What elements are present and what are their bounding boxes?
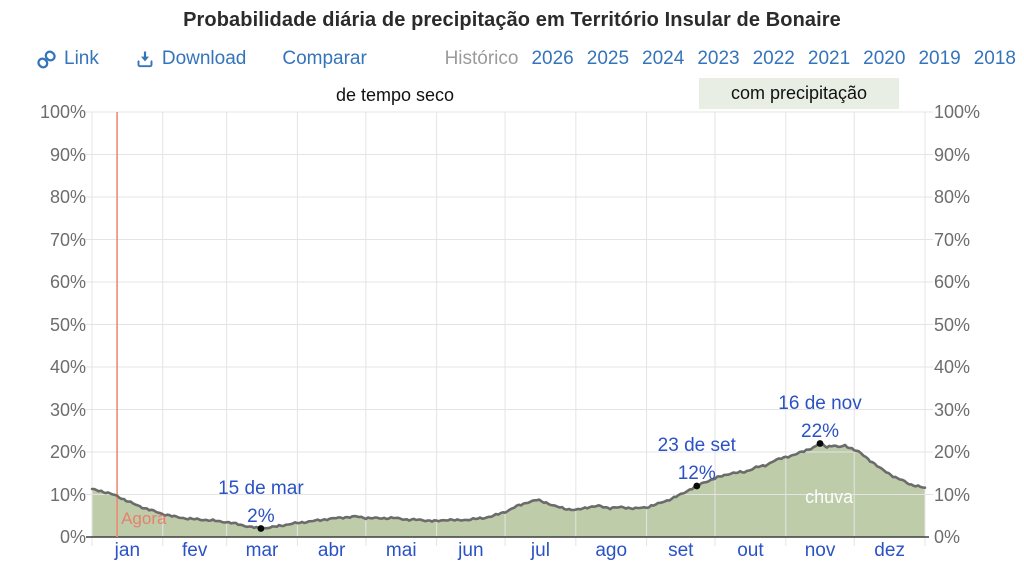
month-label-jun: jun	[458, 540, 484, 561]
y-tick-label-right: 20%	[934, 442, 971, 462]
month-label-out: out	[737, 540, 764, 561]
y-tick-label-right: 90%	[934, 144, 971, 165]
y-tick-label-left: 70%	[49, 229, 86, 250]
rain-area-label: chuva	[805, 486, 854, 507]
y-tick-label-right: 0%	[934, 527, 961, 547]
link-button-label: Link	[64, 48, 99, 69]
wet-season-label: com precipitação	[730, 83, 868, 103]
y-tick-label-right: 50%	[934, 314, 971, 335]
year-link-2024[interactable]: 2024	[642, 48, 685, 69]
area-fill	[92, 443, 925, 537]
download-button-label: Download	[161, 48, 247, 69]
annotation-value: 22%	[801, 420, 840, 442]
year-link-2019[interactable]: 2019	[918, 48, 961, 69]
download-button[interactable]: Download	[135, 48, 247, 70]
precipitation-curve	[90, 442, 927, 531]
annotation-date: 23 de set	[657, 435, 736, 456]
y-tick-label-left: 90%	[49, 144, 86, 165]
y-tick-label-left: 80%	[49, 187, 86, 207]
comparar-button-label: Comparar	[282, 48, 367, 69]
month-label-dez: dez	[874, 540, 905, 561]
month-label-jul: jul	[530, 540, 550, 561]
annotation-label: 15 de mar 2%	[218, 475, 304, 531]
annotation-label: 16 de nov 22%	[778, 390, 861, 446]
y-tick-label-right: 40%	[934, 357, 971, 377]
annotation-date: 15 de mar	[218, 477, 304, 499]
y-tick-label-left: 30%	[49, 399, 86, 420]
year-link-2018[interactable]: 2018	[973, 48, 1016, 69]
y-tick-label-right: 10%	[934, 484, 971, 505]
y-tick-label-left: 60%	[49, 272, 86, 292]
year-link-2020[interactable]: 2020	[863, 48, 906, 69]
toolbar: Link Download Comparar Histórico 2026 202…	[36, 46, 1016, 72]
y-tick-label-left: 10%	[49, 484, 86, 505]
annotation-dot	[693, 482, 701, 490]
gridlines	[84, 111, 933, 546]
download-icon	[135, 49, 155, 69]
wet-season-band: com precipitação	[699, 78, 899, 109]
comparar-button[interactable]: Comparar	[282, 48, 366, 70]
y-tick-label-right: 80%	[934, 187, 971, 207]
link-button[interactable]: Link	[36, 48, 99, 70]
y-tick-label-left: 100%	[39, 102, 86, 122]
month-label-jan: jan	[114, 540, 141, 561]
annotation-dot	[257, 525, 265, 532]
y-tick-label-left: 0%	[59, 527, 86, 547]
y-tick-label-right: 60%	[934, 272, 971, 292]
year-link-2023[interactable]: 2023	[697, 48, 740, 69]
year-link-2021[interactable]: 2021	[807, 48, 851, 69]
page-title: Probabilidade diária de precipitação em …	[183, 9, 841, 31]
year-link-2022[interactable]: 2022	[752, 48, 795, 69]
y-tick-label-left: 50%	[49, 314, 86, 335]
y-tick-label-right: 70%	[934, 229, 971, 250]
annotation-label: 23 de set 12%	[658, 432, 736, 488]
month-label-set: set	[668, 540, 694, 561]
annotation-value: 12%	[677, 463, 716, 484]
year-link-2026[interactable]: 2026	[531, 48, 574, 69]
month-label-nov: nov	[804, 540, 836, 561]
month-label-ago: ago	[595, 540, 628, 561]
year-link-2025[interactable]: 2025	[586, 48, 630, 69]
historico-label: Histórico	[444, 48, 519, 69]
dry-season-label: de tempo seco	[335, 85, 455, 105]
y-tick-label-left: 40%	[49, 357, 86, 377]
y-tick-label-left: 20%	[49, 442, 86, 462]
month-label-fev: fev	[182, 540, 208, 561]
month-label-mai: mai	[385, 540, 417, 561]
month-label-abr: abr	[317, 540, 346, 561]
y-tick-label-right: 30%	[934, 399, 971, 420]
annotation-date: 16 de nov	[778, 392, 862, 414]
annotation-value: 2%	[247, 505, 275, 527]
annotation-dot	[816, 440, 824, 447]
now-label: Agora	[121, 509, 167, 528]
link-icon	[36, 49, 57, 70]
year-selector: Histórico 2026 2025 2024 2023 2022 2021 2020 20…	[445, 48, 1016, 70]
y-tick-label-right: 100%	[934, 102, 981, 122]
month-label-mar: mar	[245, 540, 279, 561]
